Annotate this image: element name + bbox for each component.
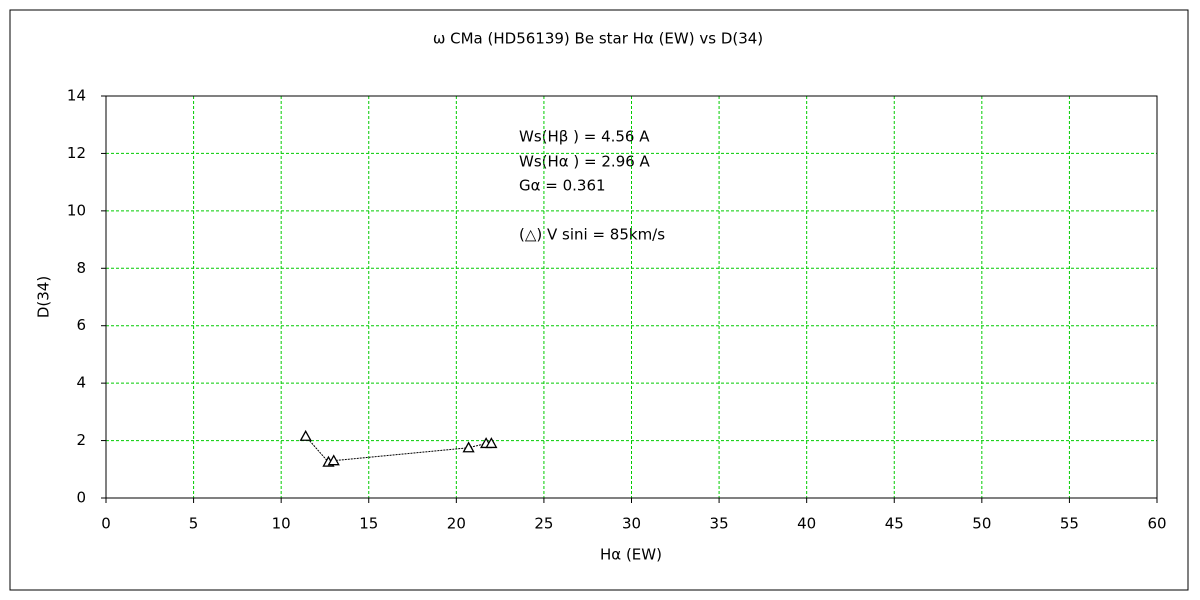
x-tick-label: 35 <box>710 515 729 533</box>
x-tick-label: 50 <box>972 515 991 533</box>
x-tick-label: 25 <box>534 515 553 533</box>
point <box>327 454 340 466</box>
x-tick-label: 55 <box>1060 515 1079 533</box>
y-tick-label: 0 <box>76 489 86 507</box>
y-tick-label: 14 <box>67 87 86 105</box>
y-tick-label: 12 <box>67 144 86 162</box>
x-tick-label: 20 <box>447 515 466 533</box>
annotation: Ws(Hβ ) = 4.56 A <box>519 128 650 146</box>
plot-area <box>105 95 1158 499</box>
chart-title: ω CMa (HD56139) Be star Hα (EW) vs D(34) <box>433 30 763 48</box>
y-tick-label: 8 <box>76 259 86 277</box>
point <box>299 429 312 441</box>
y-tick-label: 4 <box>76 374 86 392</box>
x-tick-label: 45 <box>885 515 904 533</box>
x-tick-label: 15 <box>359 515 378 533</box>
point <box>485 437 498 449</box>
series-line <box>305 435 492 463</box>
y-tick-label: 6 <box>76 316 86 334</box>
x-tick-label: 10 <box>272 515 291 533</box>
x-tick-label: 5 <box>189 515 199 533</box>
annotation: Ws(Hα ) = 2.96 A <box>519 153 651 171</box>
y-axis-label: D(34) <box>35 276 53 318</box>
y-tick-label: 10 <box>67 201 86 219</box>
chart-frame <box>9 9 1189 591</box>
x-tick-label: 40 <box>797 515 816 533</box>
y-tick-label: 2 <box>76 431 86 449</box>
x-tick-label: 60 <box>1147 515 1166 533</box>
annotation: Gα = 0.361 <box>519 177 606 195</box>
x-tick-label: 30 <box>622 515 641 533</box>
x-axis-label: Hα (EW) <box>600 546 662 564</box>
point <box>462 441 475 453</box>
annotation: (△) V sini = 85km/s <box>519 226 665 244</box>
x-tick-label: 0 <box>101 515 111 533</box>
